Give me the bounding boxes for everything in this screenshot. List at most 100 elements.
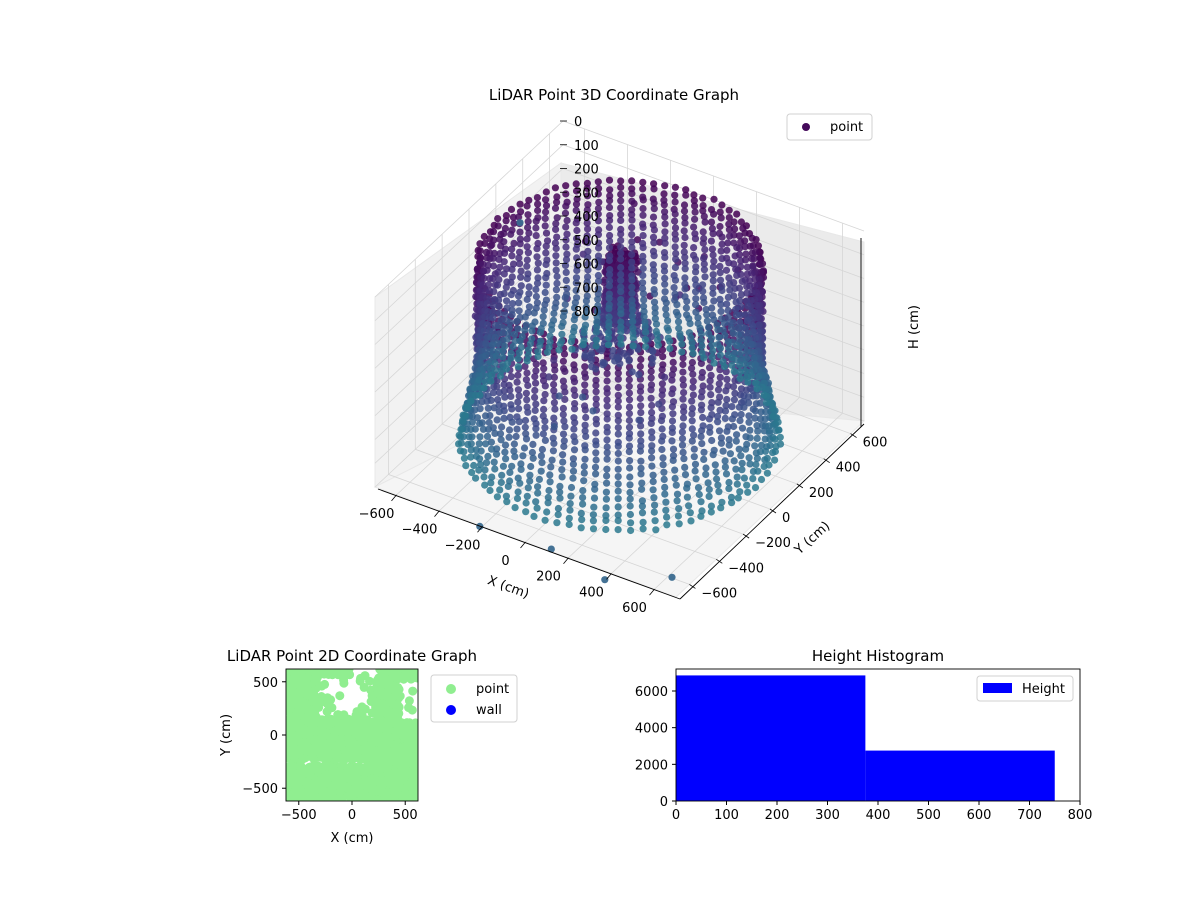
plot-3d-title: LiDAR Point 3D Coordinate Graph bbox=[489, 86, 739, 104]
point-marker-3d bbox=[550, 387, 558, 395]
point-marker-3d bbox=[603, 377, 611, 385]
point-marker-3d bbox=[700, 455, 708, 463]
point-marker-3d bbox=[464, 440, 472, 449]
point-marker-3d bbox=[497, 478, 505, 487]
point-marker-3d bbox=[636, 387, 645, 395]
point-marker-3d bbox=[680, 201, 689, 209]
point-marker-3d bbox=[725, 485, 733, 493]
point-marker-3d bbox=[625, 403, 634, 411]
point-marker-3d bbox=[707, 508, 715, 516]
point-marker-3d bbox=[455, 440, 463, 448]
point-marker-3d bbox=[737, 238, 745, 246]
point-marker-3d bbox=[743, 481, 751, 489]
point-marker-3d bbox=[571, 400, 579, 408]
point-marker-3d bbox=[614, 495, 622, 503]
point-marker-3d bbox=[703, 317, 711, 325]
point-marker-2d bbox=[317, 737, 327, 746]
point-marker-2d bbox=[345, 734, 355, 744]
point-marker-3d bbox=[681, 253, 689, 261]
point-marker-3d bbox=[681, 285, 689, 293]
point-marker-3d bbox=[690, 453, 698, 461]
point-marker-3d bbox=[725, 206, 733, 214]
point-marker-3d bbox=[614, 430, 622, 438]
point-marker-3d bbox=[648, 401, 656, 410]
point-marker-3d bbox=[539, 430, 548, 438]
point-marker-3d bbox=[753, 392, 761, 400]
point-marker-3d bbox=[502, 297, 511, 305]
point-marker-3d bbox=[707, 371, 715, 379]
point-marker-3d bbox=[508, 245, 516, 253]
point-marker-3d bbox=[756, 254, 764, 262]
point-marker-3d bbox=[629, 342, 637, 350]
point-marker-3d bbox=[636, 447, 645, 455]
point-marker-3d bbox=[489, 389, 497, 397]
x-tick-label-hist: 600 bbox=[967, 808, 992, 823]
point-marker-3d bbox=[660, 475, 668, 483]
point-marker-3d bbox=[666, 337, 674, 345]
point-marker-3d bbox=[715, 380, 723, 388]
point-marker-3d bbox=[699, 382, 707, 390]
point-marker-3d bbox=[617, 210, 625, 218]
point-marker-3d bbox=[548, 326, 556, 334]
point-marker-3d bbox=[472, 446, 480, 454]
point-marker-3d bbox=[679, 422, 687, 430]
point-marker-3d bbox=[708, 341, 716, 349]
point-marker-3d bbox=[489, 308, 497, 316]
point-marker-3d bbox=[603, 479, 611, 487]
point-marker-3d bbox=[532, 232, 540, 240]
point-marker-3d bbox=[482, 459, 491, 467]
point-marker-3d bbox=[562, 182, 570, 190]
point-marker-3d bbox=[562, 276, 570, 284]
point-marker-3d bbox=[482, 440, 490, 448]
x-tick-label-hist: 0 bbox=[672, 808, 680, 823]
point-marker-2d bbox=[396, 747, 406, 757]
x-tick-label-hist: 700 bbox=[1017, 808, 1042, 823]
point-marker-3d bbox=[494, 215, 502, 223]
point-marker-3d bbox=[658, 365, 666, 374]
point-marker-3d bbox=[508, 405, 516, 413]
point-marker-3d bbox=[721, 414, 729, 422]
point-marker-3d bbox=[583, 285, 591, 293]
point-marker-3d bbox=[571, 405, 579, 413]
point-marker-3d bbox=[625, 357, 633, 365]
point-marker-3d bbox=[487, 438, 495, 446]
point-marker-3d bbox=[553, 198, 561, 206]
point-marker-3d bbox=[647, 386, 655, 394]
point-marker-3d bbox=[581, 406, 589, 414]
point-marker-3d bbox=[555, 346, 563, 354]
point-marker-3d bbox=[594, 204, 603, 213]
point-marker-2d bbox=[389, 740, 399, 750]
legend-marker-2d-wall bbox=[446, 705, 456, 715]
point-marker-3d bbox=[718, 233, 726, 241]
point-marker-3d bbox=[562, 202, 570, 210]
point-marker-3d bbox=[626, 510, 635, 519]
point-marker-3d bbox=[682, 191, 690, 199]
point-marker-3d bbox=[603, 415, 611, 423]
point-marker-3d bbox=[524, 408, 532, 416]
point-marker-3d bbox=[581, 363, 589, 371]
point-marker-3d bbox=[681, 274, 689, 282]
point-marker-3d bbox=[526, 471, 534, 479]
point-marker-2d bbox=[292, 699, 302, 709]
point-marker-3d bbox=[570, 386, 578, 394]
point-marker-3d bbox=[553, 214, 561, 222]
point-marker-3d bbox=[482, 412, 490, 420]
point-marker-3d bbox=[508, 418, 516, 426]
point-marker-3d bbox=[769, 403, 777, 411]
point-marker-3d bbox=[543, 348, 552, 356]
point-marker-3d bbox=[563, 230, 571, 238]
point-marker-3d bbox=[551, 405, 559, 413]
point-marker-3d bbox=[559, 451, 567, 459]
point-marker-3d bbox=[697, 336, 705, 345]
x-tick-mark-3d bbox=[520, 541, 526, 549]
point-marker-3d bbox=[499, 353, 507, 361]
point-marker-2d bbox=[311, 762, 321, 772]
point-marker-3d bbox=[547, 463, 555, 471]
point-marker-3d bbox=[502, 212, 510, 220]
legend-3d: point bbox=[786, 113, 873, 141]
point-marker-3d bbox=[661, 182, 669, 190]
point-marker-3d bbox=[579, 487, 587, 495]
point-marker-3d bbox=[603, 472, 611, 480]
point-marker-3d bbox=[523, 262, 531, 270]
point-marker-3d bbox=[561, 300, 569, 309]
